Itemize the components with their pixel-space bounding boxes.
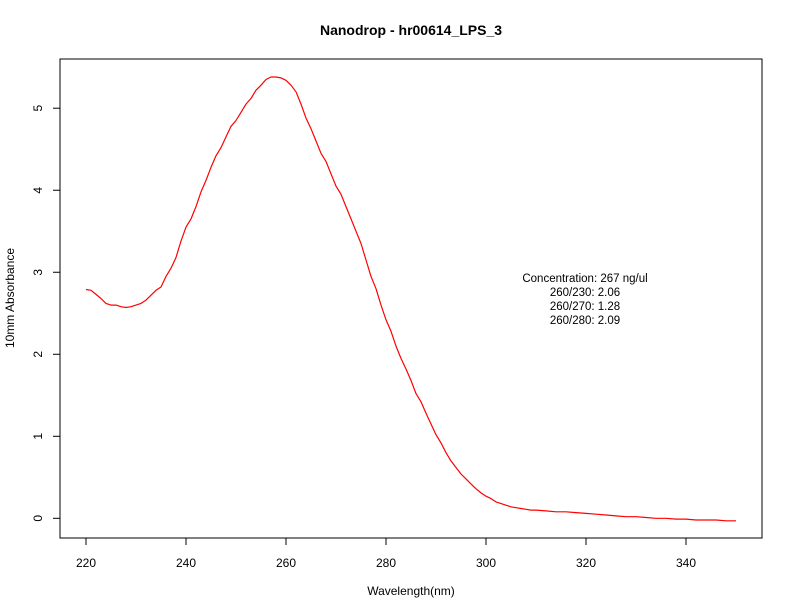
absorbance-line (85, 76, 736, 522)
x-axis: 220 240 260 280 300 320 340 (76, 537, 696, 570)
x-tick-label: 340 (676, 556, 696, 570)
y-axis-label: 10mm Absorbance (3, 248, 17, 348)
y-tick-label: 3 (31, 269, 45, 276)
y-tick-label: 1 (31, 433, 45, 440)
y-tick-label: 2 (31, 351, 45, 358)
y-tick-label: 0 (31, 515, 45, 522)
ratio-260-280-annotation: 260/280: 2.09 (550, 315, 620, 327)
annotation-block: Concentration: 267 ng/ul 260/230: 2.06 2… (522, 273, 647, 327)
y-tick-label: 5 (31, 105, 45, 112)
x-tick-label: 280 (376, 556, 396, 570)
x-tick-label: 260 (276, 556, 296, 570)
ratio-260-230-annotation: 260/230: 2.06 (550, 287, 620, 299)
plot-frame (59, 58, 763, 539)
concentration-annotation: Concentration: 267 ng/ul (522, 273, 647, 285)
x-tick-label: 240 (176, 556, 196, 570)
y-tick-label: 4 (31, 187, 45, 194)
x-tick-label: 320 (576, 556, 596, 570)
y-axis: 0 1 2 3 4 5 (31, 105, 61, 522)
x-axis-label: Wavelength(nm) (367, 584, 455, 598)
x-tick-label: 220 (76, 556, 96, 570)
chart-title: Nanodrop - hr00614_LPS_3 (320, 22, 502, 38)
x-tick-label: 300 (476, 556, 496, 570)
ratio-260-270-annotation: 260/270: 1.28 (550, 301, 620, 313)
